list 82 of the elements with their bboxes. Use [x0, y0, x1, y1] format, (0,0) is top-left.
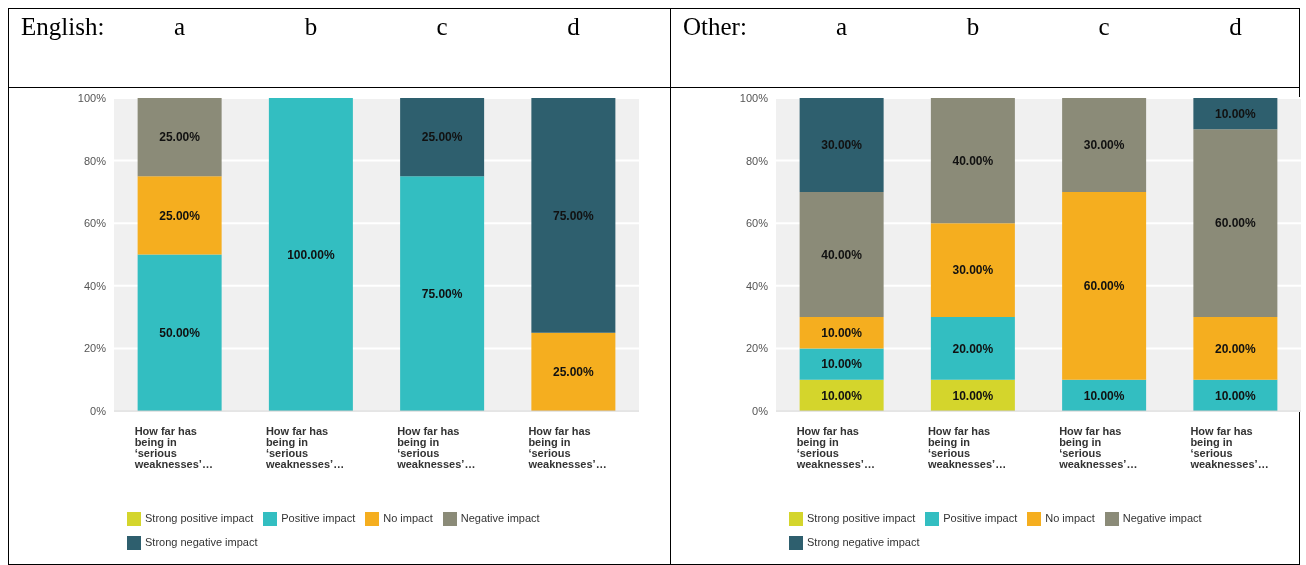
- text: d: [566, 13, 581, 41]
- legend-label: Negative impact: [1122, 512, 1202, 524]
- data-label: 30.00%: [821, 138, 863, 153]
- legend-label: Strong positive impact: [145, 512, 254, 524]
- bar: [137, 254, 222, 411]
- x-tick-label: How far has being in ‘serious weaknesses’…: [1189, 424, 1269, 470]
- bar: [531, 332, 616, 411]
- text: b: [965, 13, 981, 41]
- data-label: 25.00%: [553, 365, 595, 380]
- bar: [268, 98, 353, 411]
- data-label: 40.00%: [821, 247, 863, 262]
- legend-label: Negative impact: [460, 512, 540, 524]
- legend-label: Strong negative impact: [807, 536, 920, 548]
- y-tick-label: 60%: [83, 217, 107, 230]
- data-label: 75.00%: [421, 286, 463, 301]
- x-tick-label: How far has being in ‘serious weaknesses’…: [527, 424, 607, 470]
- y-tick-label: 100%: [77, 91, 107, 104]
- legend-label: No impact: [1045, 512, 1095, 524]
- y-tick-label: 80%: [83, 154, 107, 167]
- x-tick-label: How far has being in ‘serious weaknesses’…: [926, 424, 1007, 470]
- data-label: 10.00%: [821, 326, 863, 341]
- data-label: 40.00%: [952, 153, 994, 168]
- bar: [400, 98, 485, 177]
- data-label: 20.00%: [1215, 341, 1257, 356]
- x-tick-label: How far has being in ‘serious weaknesses’…: [795, 424, 875, 470]
- chart-title: English:: [21, 13, 105, 41]
- bar: [799, 191, 884, 318]
- data-label: 10.00%: [1215, 388, 1257, 403]
- legend-label: Positive impact: [281, 512, 356, 524]
- data-label: 25.00%: [159, 208, 201, 223]
- x-tick-label: How far has being in ‘serious weaknesses’…: [1058, 424, 1138, 470]
- bar: [930, 223, 1015, 318]
- data-label: 10.00%: [1083, 388, 1125, 403]
- data-label: 10.00%: [821, 388, 863, 403]
- data-label: 25.00%: [421, 130, 463, 145]
- y-tick-label: 20%: [83, 342, 107, 355]
- text: b: [303, 13, 319, 41]
- bar: [1062, 191, 1147, 380]
- legend-label: Positive impact: [943, 512, 1018, 524]
- bar: [137, 176, 222, 255]
- data-label: 10.00%: [1215, 106, 1257, 121]
- bar: [1193, 317, 1278, 380]
- text: d: [1228, 13, 1243, 41]
- x-tick-label: How far has being in ‘serious weaknesses’…: [264, 424, 345, 470]
- data-label: 30.00%: [1083, 138, 1125, 153]
- data-label: 50.00%: [159, 326, 201, 341]
- bar: [531, 98, 616, 333]
- x-tick-label: How far has being in ‘serious weaknesses’…: [133, 424, 213, 470]
- bar: [137, 98, 222, 177]
- bar: [400, 176, 485, 411]
- legend-label: No impact: [383, 512, 433, 524]
- bar: [1062, 98, 1147, 192]
- y-tick-label: 100%: [739, 91, 769, 104]
- legend-label: Strong negative impact: [145, 536, 258, 548]
- legend-label: Strong positive impact: [807, 512, 916, 524]
- y-tick-label: 40%: [83, 279, 107, 292]
- data-label: 100.00%: [287, 247, 335, 262]
- data-label: 10.00%: [952, 388, 994, 403]
- text: c: [435, 13, 449, 41]
- bar: [930, 98, 1015, 224]
- data-label: 75.00%: [553, 208, 595, 223]
- text: c: [1097, 13, 1111, 41]
- bar: [799, 98, 884, 192]
- data-label: 60.00%: [1083, 279, 1125, 294]
- data-label: 20.00%: [952, 341, 994, 356]
- y-tick-label: 40%: [745, 279, 769, 292]
- y-tick-label: 0%: [90, 404, 107, 417]
- bar: [1193, 129, 1278, 318]
- x-tick-label: How far has being in ‘serious weaknesses’…: [396, 424, 476, 470]
- y-tick-label: 20%: [745, 342, 769, 355]
- data-label: 25.00%: [159, 130, 201, 145]
- y-tick-label: 0%: [752, 404, 769, 417]
- y-tick-label: 60%: [745, 217, 769, 230]
- bar: [930, 317, 1015, 380]
- data-label: 10.00%: [821, 357, 863, 372]
- text: a: [173, 13, 187, 41]
- bar: [799, 348, 884, 380]
- text: a: [835, 13, 849, 41]
- chart-title: Other:: [683, 13, 747, 41]
- data-label: 60.00%: [1215, 216, 1257, 231]
- y-tick-label: 80%: [745, 154, 769, 167]
- data-label: 30.00%: [952, 263, 994, 278]
